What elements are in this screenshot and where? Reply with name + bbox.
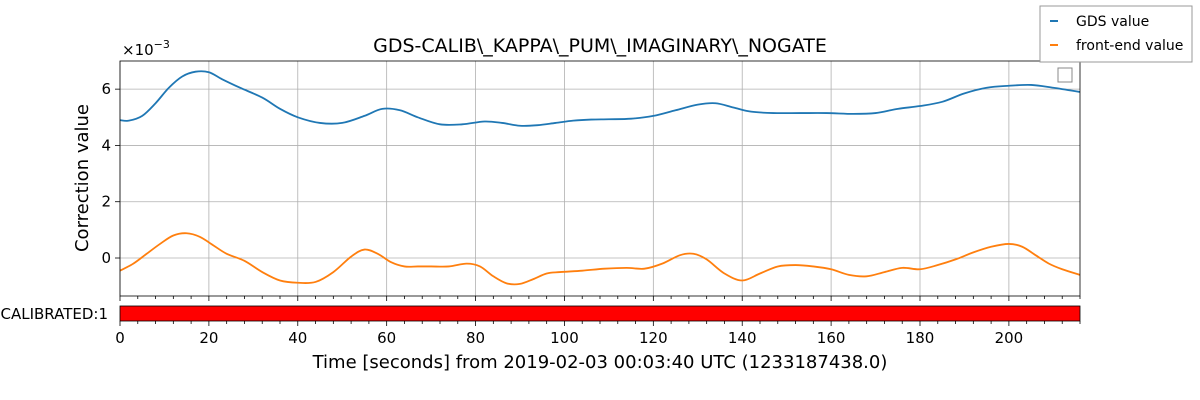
state-bar-fill — [119, 305, 1081, 322]
legend: GDS value front-end value — [1039, 5, 1193, 63]
x-tick-label-3: 60 — [377, 329, 396, 347]
x-tick-label-10: 200 — [995, 329, 1024, 347]
y-tick-label-3: 6 — [101, 80, 111, 98]
y-axis-label: Correction value — [72, 104, 93, 252]
y-scale-exponent: −3 — [154, 38, 170, 51]
x-tick-label-7: 140 — [728, 329, 757, 347]
empty-inner-legend — [1057, 67, 1073, 83]
x-tick-label-9: 180 — [906, 329, 935, 347]
plot-background — [120, 61, 1080, 296]
x-tick-label-5: 100 — [550, 329, 579, 347]
state-bar-label: CALIBRATED:1 — [0, 305, 108, 323]
y-tick-label-2: 4 — [101, 136, 111, 154]
x-tick-label-1: 20 — [199, 329, 218, 347]
state-bar: CALIBRATED:1 — [0, 305, 1081, 323]
x-tick-label-6: 120 — [639, 329, 668, 347]
plot-area — [120, 61, 1080, 296]
grid — [119, 61, 1080, 296]
chart-title: GDS-CALIB\_KAPPA\_PUM\_IMAGINARY\_NOGATE — [373, 35, 827, 57]
y-tick-label-1: 2 — [101, 193, 111, 211]
y-scale-offset: ×10−3 — [122, 38, 170, 59]
x-tick-label-2: 40 — [288, 329, 307, 347]
series-layer — [120, 70, 1080, 286]
x-tick-label-0: 0 — [115, 329, 125, 347]
series-line-front-end-value — [120, 232, 1080, 286]
legend-box — [1039, 5, 1193, 63]
legend-label-gds-value: GDS value — [1076, 14, 1149, 30]
x-tick-label-4: 80 — [466, 329, 485, 347]
series-line-gds-value — [120, 70, 1080, 127]
y-scale-base: ×10 — [122, 41, 154, 59]
legend-label-front-end-value: front-end value — [1076, 38, 1183, 54]
x-axis-label: Time [seconds] from 2019-02-03 00:03:40 … — [312, 352, 888, 373]
y-tick-label-0: 0 — [101, 249, 111, 267]
x-tick-label-8: 160 — [817, 329, 846, 347]
